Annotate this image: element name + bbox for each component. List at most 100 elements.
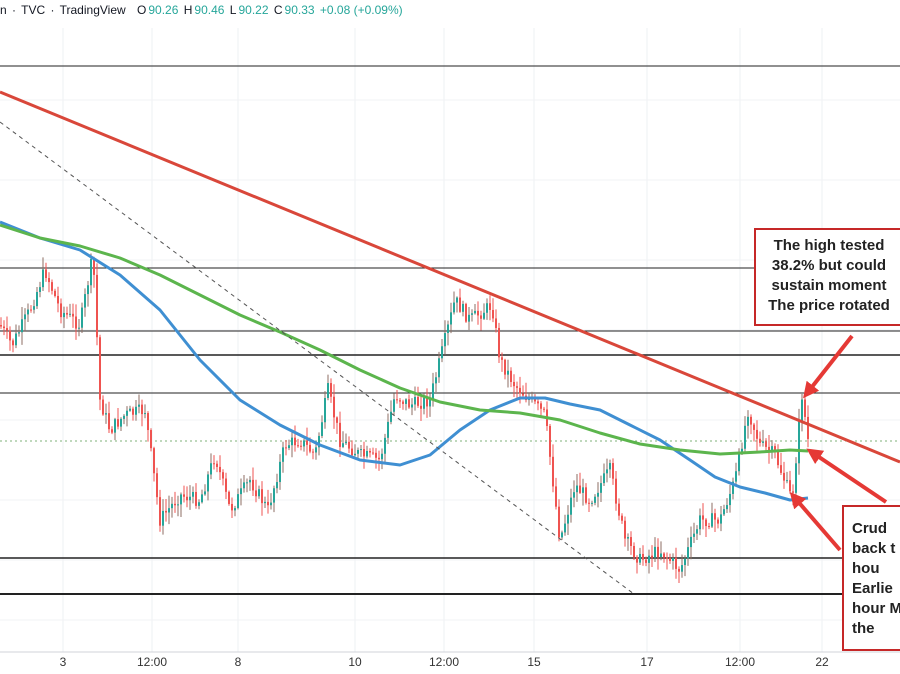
candle-body [489,303,491,310]
candle-body [291,437,293,446]
candle-body [24,314,26,320]
candle-body [264,501,266,504]
candle-body [453,302,455,313]
candle-body [780,465,782,473]
candle-body [84,294,86,308]
candle-body [609,463,611,470]
candle-body [375,452,377,458]
candle-body [3,326,5,329]
candle-body [726,505,728,510]
candle-body [645,559,647,563]
candle-body [513,381,515,387]
candle-body [621,515,623,521]
candle-body [651,555,653,558]
candle-body [591,502,593,504]
candle-body [345,441,347,444]
time-axis-label: 12:00 [429,655,459,669]
candle-body [420,405,422,409]
candle-body [672,557,674,561]
candle-body [42,269,44,288]
candle-body [216,463,218,467]
candle-body [165,510,167,513]
candle-body [114,419,116,433]
candle-body [798,420,800,464]
annotation-line: Earlie [852,580,893,597]
candle-body [261,489,263,504]
candle-body [507,370,509,375]
candle-body [6,328,8,331]
candle-body [549,425,551,457]
candle-body [378,457,380,460]
candle-body [210,463,212,475]
time-axis-label: 17 [640,655,654,669]
candle-body [276,482,278,489]
candle-body [537,401,539,404]
candle-body [669,558,671,561]
candle-body [708,526,710,528]
separator: · [50,3,55,17]
candle-body [594,496,596,503]
symbol-name[interactable]: n [0,3,7,17]
candle-body [777,451,779,466]
source-label: TradingView [59,3,126,17]
candle-body [786,480,788,482]
candle-body [483,312,485,319]
candle-body [183,494,185,497]
candle-body [330,383,332,397]
candle-body [516,386,518,388]
candle-body [99,337,101,400]
candle-body [39,287,41,292]
candle-body [429,398,431,407]
candle-body [498,327,500,358]
candle-body [252,479,254,491]
candle-body [435,377,437,384]
candle-body [63,312,65,318]
candle-body [342,443,344,447]
candle-body [606,469,608,474]
time-axis-label: 8 [235,655,242,669]
candle-body [336,417,338,423]
candle-body [9,330,11,341]
candle-body [333,396,335,418]
candle-body [588,502,590,504]
candle-body [60,303,62,318]
candle-body [807,416,809,439]
candle-body [732,481,734,494]
candle-body [396,399,398,401]
candle-body [447,324,449,334]
candle-body [177,504,179,506]
candle-body [582,487,584,493]
trendline-dashed [0,121,635,595]
candle-body [297,445,299,447]
candle-body [198,502,200,506]
candle-body [600,483,602,493]
candle-body [339,422,341,447]
horizontal-levels [0,65,900,595]
candle-body [426,397,428,407]
time-axis-label: 10 [348,655,362,669]
candle-body [723,509,725,515]
moving-average-green [0,223,809,456]
candle-body [768,446,770,452]
candle-body [702,515,704,520]
candle-body [222,472,224,479]
candle-body [117,419,119,427]
candle-body [462,303,464,312]
candle-body [279,461,281,483]
candle-body [144,413,146,415]
candle-body [366,451,368,457]
annotation-line: The price rotated [768,297,890,314]
candle-body [699,515,701,530]
candle-body [81,307,83,328]
candle-body [612,463,614,479]
candle-body [519,387,521,394]
candle-body [477,310,479,316]
candle-body [753,424,755,430]
candle-body [711,513,713,527]
candle-body [357,449,359,454]
candle-body [804,399,806,417]
candle-body [36,291,38,307]
candle-body [234,508,236,511]
candle-body [189,496,191,501]
